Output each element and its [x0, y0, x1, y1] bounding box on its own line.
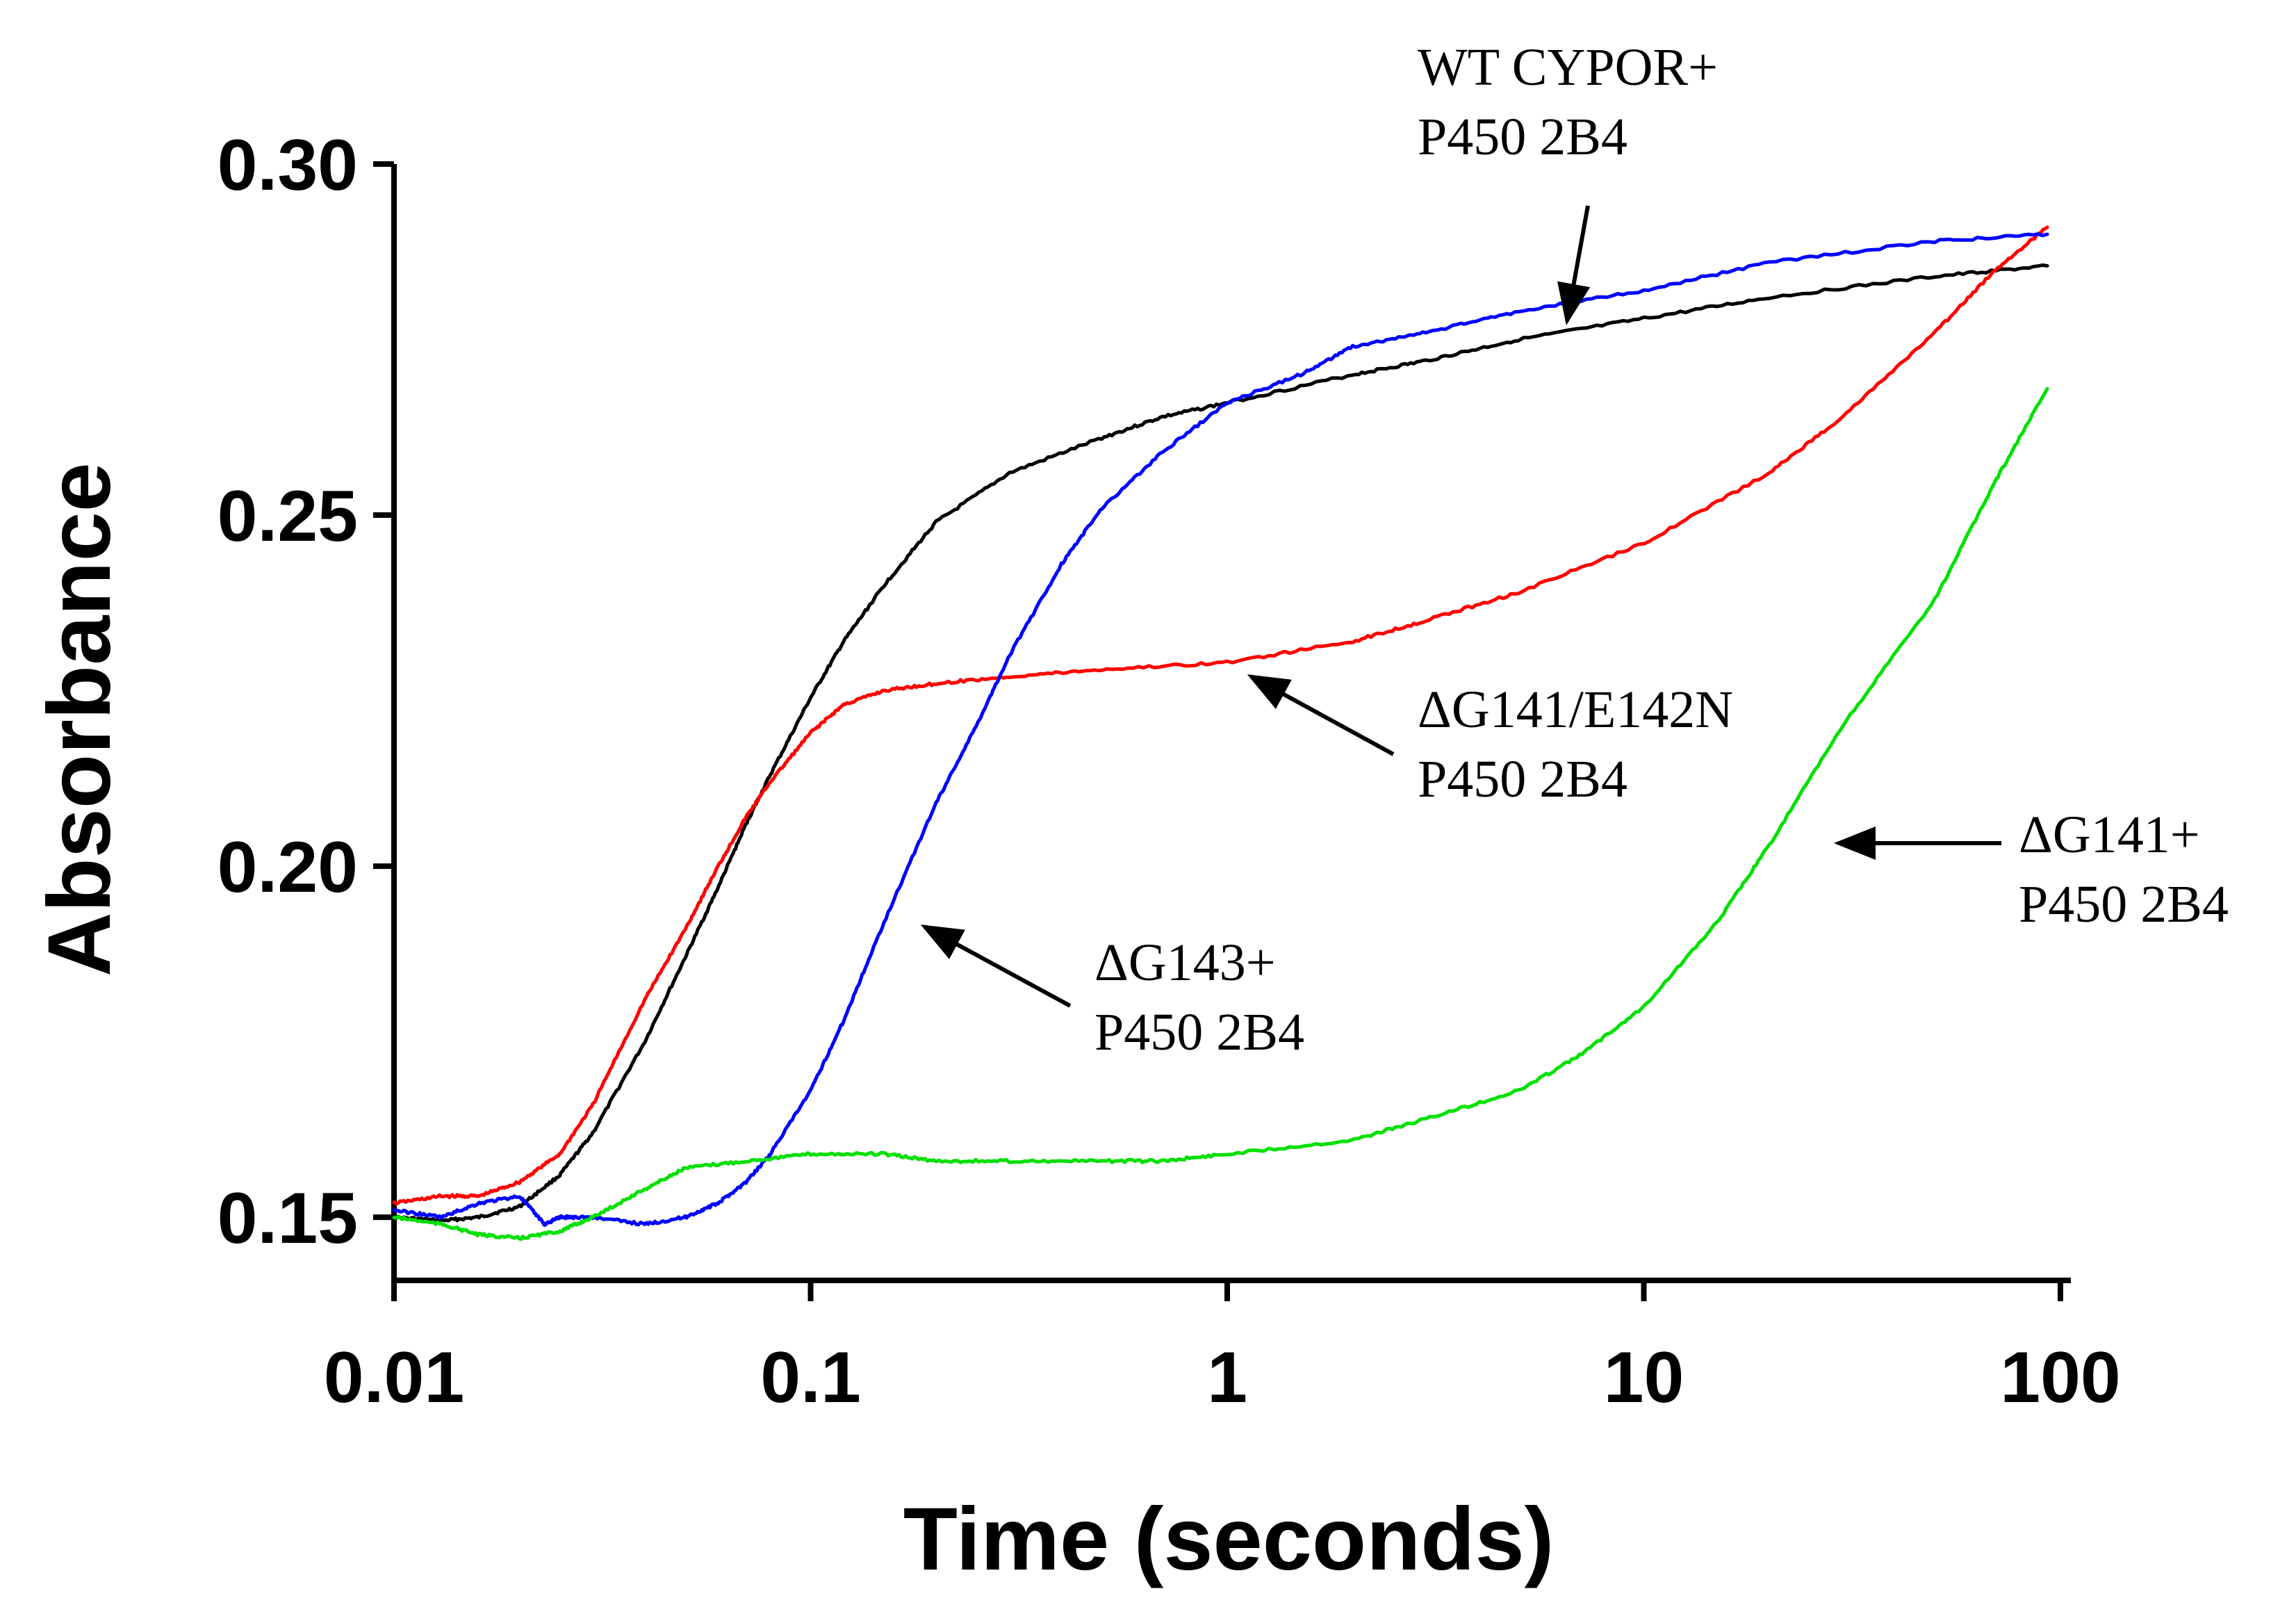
annotation-g141: ΔG141+ P450 2B4	[1834, 806, 2229, 934]
annotation-g141-line1: ΔG141+	[2019, 806, 2200, 864]
annotation-g141-line2: P450 2B4	[2019, 875, 2229, 934]
annotation-g143-line1: ΔG143+	[1094, 934, 1276, 992]
series-line-2	[392, 232, 2049, 1228]
annotation-g141-e142n: ΔG141/E142N P450 2B4	[1247, 674, 1733, 808]
x-tick-label: 0.01	[324, 1337, 464, 1418]
series-line-3	[392, 386, 2049, 1241]
annotation-g143-line2: P450 2B4	[1094, 1003, 1304, 1061]
annotation-wt-arrow	[1557, 205, 1591, 325]
x-tick-label: 10	[1604, 1337, 1684, 1418]
annotation-wt-line2: P450 2B4	[1418, 108, 1627, 166]
y-ticks: 0.15 0.20 0.25 0.30	[218, 125, 394, 1259]
y-tick-label: 0.30	[218, 125, 358, 206]
series-line-1	[392, 225, 2049, 1206]
annotation-wt: WT CYPOR+ P450 2B4	[1418, 38, 1718, 325]
annotation-g141-e142n-arrow	[1247, 674, 1395, 756]
x-ticks: 0.01 0.1 1 10 100	[324, 1280, 2121, 1418]
annotation-g143: ΔG143+ P450 2B4	[920, 924, 1304, 1061]
y-axis-title: Absorbance	[30, 462, 129, 977]
annotation-wt-line1: WT CYPOR+	[1418, 38, 1718, 97]
series-line-0	[392, 263, 2049, 1223]
y-tick-label: 0.15	[218, 1178, 358, 1259]
annotation-g141-e142n-line1: ΔG141/E142N	[1418, 681, 1733, 739]
annotation-g143-arrow	[920, 924, 1072, 1008]
x-tick-label: 0.1	[760, 1337, 861, 1418]
y-tick-label: 0.25	[218, 476, 358, 557]
annotation-g141-e142n-line2: P450 2B4	[1418, 750, 1627, 808]
series-group	[392, 225, 2049, 1241]
x-tick-label: 1	[1207, 1337, 1247, 1418]
x-axis-title: Time (seconds)	[903, 1490, 1555, 1589]
x-tick-label: 100	[2000, 1337, 2121, 1418]
y-tick-label: 0.20	[218, 827, 358, 908]
